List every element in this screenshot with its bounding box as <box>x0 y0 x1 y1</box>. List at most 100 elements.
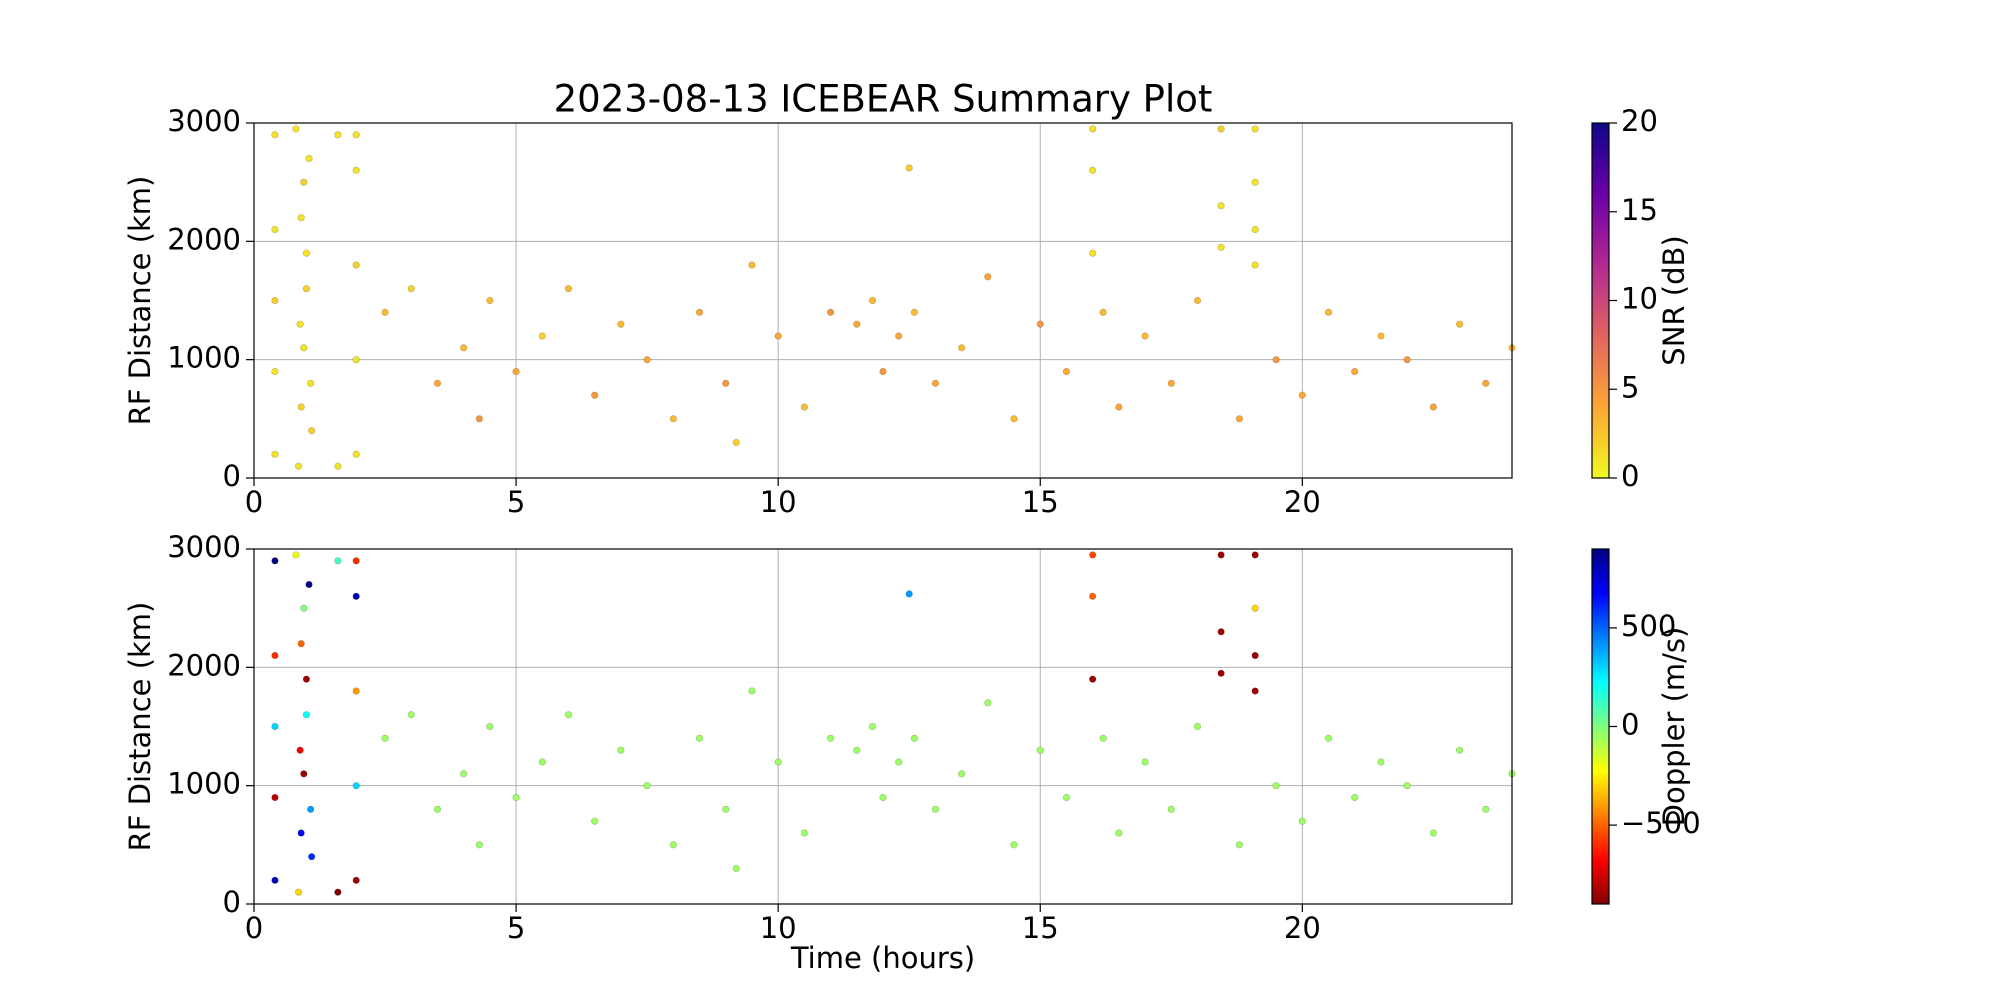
point <box>617 746 625 754</box>
point <box>271 557 279 565</box>
point <box>352 557 360 565</box>
point <box>910 308 919 316</box>
point <box>643 356 651 364</box>
point <box>1099 308 1107 316</box>
point <box>1193 722 1202 731</box>
point <box>1010 841 1018 849</box>
point <box>1377 332 1385 340</box>
point <box>1298 817 1306 825</box>
point <box>300 604 308 612</box>
point <box>538 332 546 340</box>
y-tick-label: 1000 <box>167 341 241 375</box>
point <box>1272 356 1280 364</box>
point <box>826 308 835 316</box>
point <box>305 580 313 589</box>
point <box>1251 687 1259 695</box>
point <box>1251 125 1259 133</box>
point <box>302 675 311 683</box>
x-tick-label: 10 <box>760 485 797 519</box>
colorbar-tick-label: 0 <box>1621 708 1639 742</box>
point <box>800 403 808 411</box>
point <box>1089 551 1097 559</box>
x-tick-label: 0 <box>245 911 263 945</box>
point <box>407 285 415 293</box>
point <box>879 367 887 376</box>
point <box>1251 604 1259 612</box>
point <box>334 131 342 139</box>
point <box>475 415 483 423</box>
point <box>292 551 300 559</box>
point <box>381 734 389 742</box>
point <box>1062 793 1071 802</box>
point <box>297 640 305 648</box>
point <box>1141 758 1149 766</box>
point <box>352 687 360 695</box>
point <box>1089 675 1097 683</box>
point <box>308 427 316 435</box>
point <box>334 557 342 565</box>
x-tick-label: 15 <box>1022 911 1059 945</box>
point <box>722 379 730 387</box>
x-tick-label: 15 <box>1022 485 1059 519</box>
point <box>1351 793 1359 802</box>
y-tick-label: 2000 <box>167 648 241 682</box>
point <box>895 332 903 340</box>
point <box>748 687 756 695</box>
point <box>564 711 573 719</box>
point <box>1403 356 1411 364</box>
point <box>512 367 520 376</box>
point <box>669 415 677 423</box>
point <box>1089 125 1097 133</box>
point <box>271 876 279 884</box>
point <box>1141 332 1149 340</box>
point <box>433 379 442 387</box>
point <box>308 853 316 861</box>
point <box>1403 782 1411 790</box>
colorbar-tick-label: 15 <box>1621 193 1658 227</box>
point <box>294 888 303 896</box>
point <box>1251 551 1259 559</box>
point <box>853 320 861 328</box>
point <box>1251 178 1259 186</box>
point <box>271 296 279 305</box>
point <box>732 438 740 447</box>
points <box>271 551 1516 896</box>
point <box>352 782 360 790</box>
point <box>271 367 279 376</box>
point <box>475 841 483 849</box>
point <box>564 285 573 293</box>
point <box>538 758 546 766</box>
point <box>302 285 311 293</box>
point <box>352 166 360 174</box>
point <box>460 344 468 352</box>
colorbar-tick-label: −500 <box>1621 806 1701 840</box>
y-tick-label: 3000 <box>167 530 241 564</box>
colorbar-tick-label: 0 <box>1621 459 1639 493</box>
point <box>774 758 782 766</box>
point <box>292 125 300 133</box>
point <box>958 770 966 778</box>
point <box>1036 746 1044 754</box>
point <box>1217 243 1225 251</box>
point <box>1324 734 1333 742</box>
x-axis-label: Time (hours) <box>790 941 975 975</box>
point <box>1010 415 1018 423</box>
point <box>297 829 305 837</box>
point <box>352 261 360 269</box>
point <box>1089 166 1097 174</box>
y-tick-label: 3000 <box>167 104 241 138</box>
point <box>1036 320 1044 328</box>
x-tick-label: 20 <box>1284 911 1321 945</box>
x-tick-label: 0 <box>245 485 263 519</box>
points <box>271 125 1516 470</box>
point <box>1115 829 1123 837</box>
point <box>486 296 494 305</box>
point <box>296 320 304 328</box>
point <box>271 651 279 660</box>
point <box>1429 829 1437 837</box>
point <box>1217 551 1225 559</box>
point <box>1251 651 1259 660</box>
axes-frame <box>253 122 1513 479</box>
point <box>1217 202 1225 210</box>
